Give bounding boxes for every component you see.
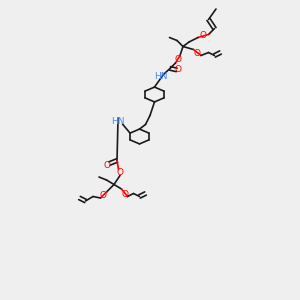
Text: O: O xyxy=(103,161,110,170)
Text: O: O xyxy=(194,49,201,58)
Text: HN: HN xyxy=(154,72,167,81)
Text: O: O xyxy=(121,190,128,199)
Text: O: O xyxy=(100,191,107,200)
Text: O: O xyxy=(200,32,207,40)
Text: HN: HN xyxy=(111,117,125,126)
Text: O: O xyxy=(174,56,181,64)
Text: O: O xyxy=(175,65,182,74)
Text: O: O xyxy=(116,168,124,177)
